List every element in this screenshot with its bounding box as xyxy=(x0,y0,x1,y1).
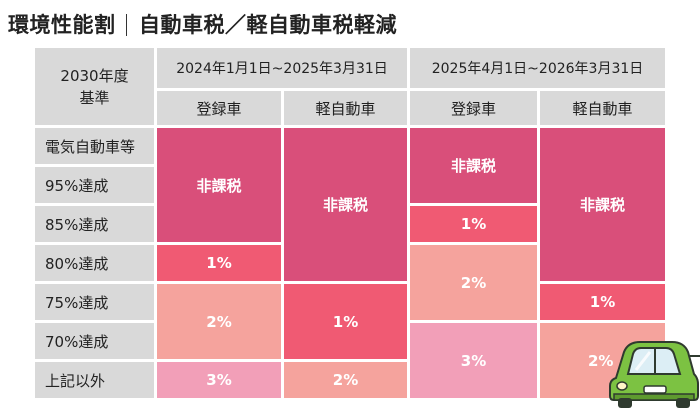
p2-registered-1pct: 1% xyxy=(410,206,537,242)
p1-kei-2pct: 2% xyxy=(284,362,407,398)
p1-registered-1pct: 1% xyxy=(157,245,281,281)
green-car-icon xyxy=(609,341,700,408)
p1-kei-1pct: 1% xyxy=(284,284,407,359)
title-subject: 自動車税／軽自動車税軽減 xyxy=(139,13,397,37)
standard-header-line2: 基準 xyxy=(79,88,110,107)
period1-kei-header: 軽自動車 xyxy=(284,91,407,125)
standard-header: 2030年度 基準 xyxy=(35,48,154,125)
period1-header: 2024年1月1日~2025年3月31日 xyxy=(157,48,407,88)
row-label-80: 80%達成 xyxy=(35,245,154,281)
row-label-75: 75%達成 xyxy=(35,284,154,320)
period2-registered-header: 登録車 xyxy=(410,91,537,125)
p2-registered-exempt: 非課税 xyxy=(410,128,537,203)
p1-registered-3pct: 3% xyxy=(157,362,281,398)
row-label-70: 70%達成 xyxy=(35,323,154,359)
p2-registered-2pct: 2% xyxy=(410,245,537,320)
row-label-85: 85%達成 xyxy=(35,206,154,242)
p1-registered-2pct: 2% xyxy=(157,284,281,359)
title-divider xyxy=(125,14,127,36)
p2-kei-1pct: 1% xyxy=(540,284,665,320)
row-label-95: 95%達成 xyxy=(35,167,154,203)
standard-header-line1: 2030年度 xyxy=(60,66,129,85)
p1-registered-exempt: 非課税 xyxy=(157,128,281,242)
row-label-ev: 電気自動車等 xyxy=(35,128,154,164)
title-tax-name: 環境性能割 xyxy=(8,13,116,37)
p2-kei-exempt: 非課税 xyxy=(540,128,665,281)
p2-registered-3pct: 3% xyxy=(410,323,537,398)
row-label-other: 上記以外 xyxy=(35,362,154,398)
period2-header: 2025年4月1日~2026年3月31日 xyxy=(410,48,665,88)
p1-kei-exempt: 非課税 xyxy=(284,128,407,281)
period1-registered-header: 登録車 xyxy=(157,91,281,125)
page-title: 環境性能割 自動車税／軽自動車税軽減 xyxy=(8,8,397,42)
period2-kei-header: 軽自動車 xyxy=(540,91,665,125)
